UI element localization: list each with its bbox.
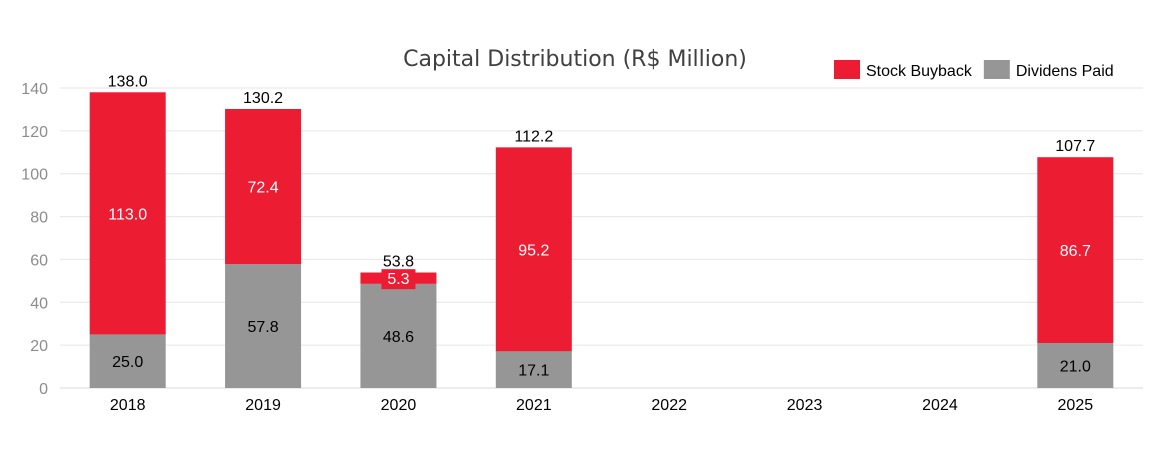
legend-label: Stock Buyback [866, 63, 973, 80]
legend-item-stock-buyback: Stock Buyback [834, 60, 973, 80]
segment-value-label: 25.0 [112, 354, 143, 371]
y-tick-label: 40 [30, 295, 48, 312]
x-tick-label: 2019 [245, 397, 281, 414]
segment-value-label: 113.0 [108, 206, 147, 223]
total-value-label: 107.7 [1055, 138, 1095, 155]
y-tick-label: 140 [21, 81, 48, 98]
x-tick-label: 2024 [922, 397, 958, 414]
bars: 25.0 113.0 138.0 57.8 72.4 130.2 48.6 5.353.8 17… [89, 73, 1114, 388]
bar-group-2019: 57.8 72.4 130.2 [225, 90, 302, 388]
segment-value-label: 21.0 [1060, 359, 1091, 376]
legend-item-dividens-paid: Dividens Paid [983, 60, 1114, 80]
chart-title: Capital Distribution (R$ Million) [403, 47, 747, 72]
segment-value-label: 57.8 [247, 319, 278, 336]
y-axis: 0 20 40 60 80 100 120 140 [21, 81, 48, 398]
bar-group-2021: 17.1 95.2 112.2 [495, 129, 572, 388]
legend-label: Dividens Paid [1016, 63, 1114, 80]
bar-group-2020: 48.6 5.353.8 [360, 254, 437, 388]
total-value-label: 53.8 [383, 254, 414, 271]
segment-label-background [381, 269, 416, 290]
segment-value-label: 48.6 [383, 329, 414, 346]
bar-stock-buyback [1037, 157, 1114, 343]
bar-stock-buyback [225, 109, 302, 265]
segment-value-label: 86.7 [1060, 243, 1091, 260]
segment-value-label: 5.3 [387, 271, 409, 288]
total-value-label: 138.0 [108, 73, 148, 90]
total-value-label: 112.2 [514, 129, 553, 146]
y-tick-label: 120 [21, 124, 48, 141]
bar-dividens-paid [225, 264, 302, 388]
total-value-label: 130.2 [243, 90, 283, 107]
legend-swatch [834, 60, 860, 79]
x-tick-label: 2018 [110, 397, 146, 414]
segment-value-label: 72.4 [247, 180, 278, 197]
x-tick-label: 2022 [651, 397, 687, 414]
bar-group-2018: 25.0 113.0 138.0 [89, 73, 166, 388]
x-tick-label: 2023 [787, 397, 823, 414]
y-tick-label: 60 [30, 252, 48, 269]
bar-dividens-paid [495, 351, 572, 388]
bar-dividens-paid [360, 283, 437, 388]
legend: Stock Buyback Dividens Paid [834, 60, 1114, 80]
segment-value-label: 95.2 [518, 242, 549, 259]
y-tick-label: 0 [39, 381, 48, 398]
bar-stock-buyback [495, 147, 572, 352]
legend-swatch [983, 60, 1010, 79]
x-tick-label: 2020 [381, 397, 417, 414]
x-axis: 2018 2019 2020 2021 2022 2023 2024 2025 [110, 397, 1093, 414]
segment-value-label: 17.1 [518, 363, 549, 380]
bar-dividens-paid [1037, 343, 1114, 388]
gridlines [60, 87, 1143, 389]
x-tick-label: 2025 [1058, 397, 1094, 414]
y-tick-label: 80 [30, 210, 48, 227]
bar-stock-buyback [89, 92, 166, 335]
x-tick-label: 2021 [516, 397, 552, 414]
bar-dividens-paid [89, 334, 166, 388]
y-tick-label: 20 [30, 338, 48, 355]
y-tick-label: 100 [21, 167, 48, 184]
bar-group-2025: 21.0 86.7 107.7 [1037, 138, 1114, 388]
